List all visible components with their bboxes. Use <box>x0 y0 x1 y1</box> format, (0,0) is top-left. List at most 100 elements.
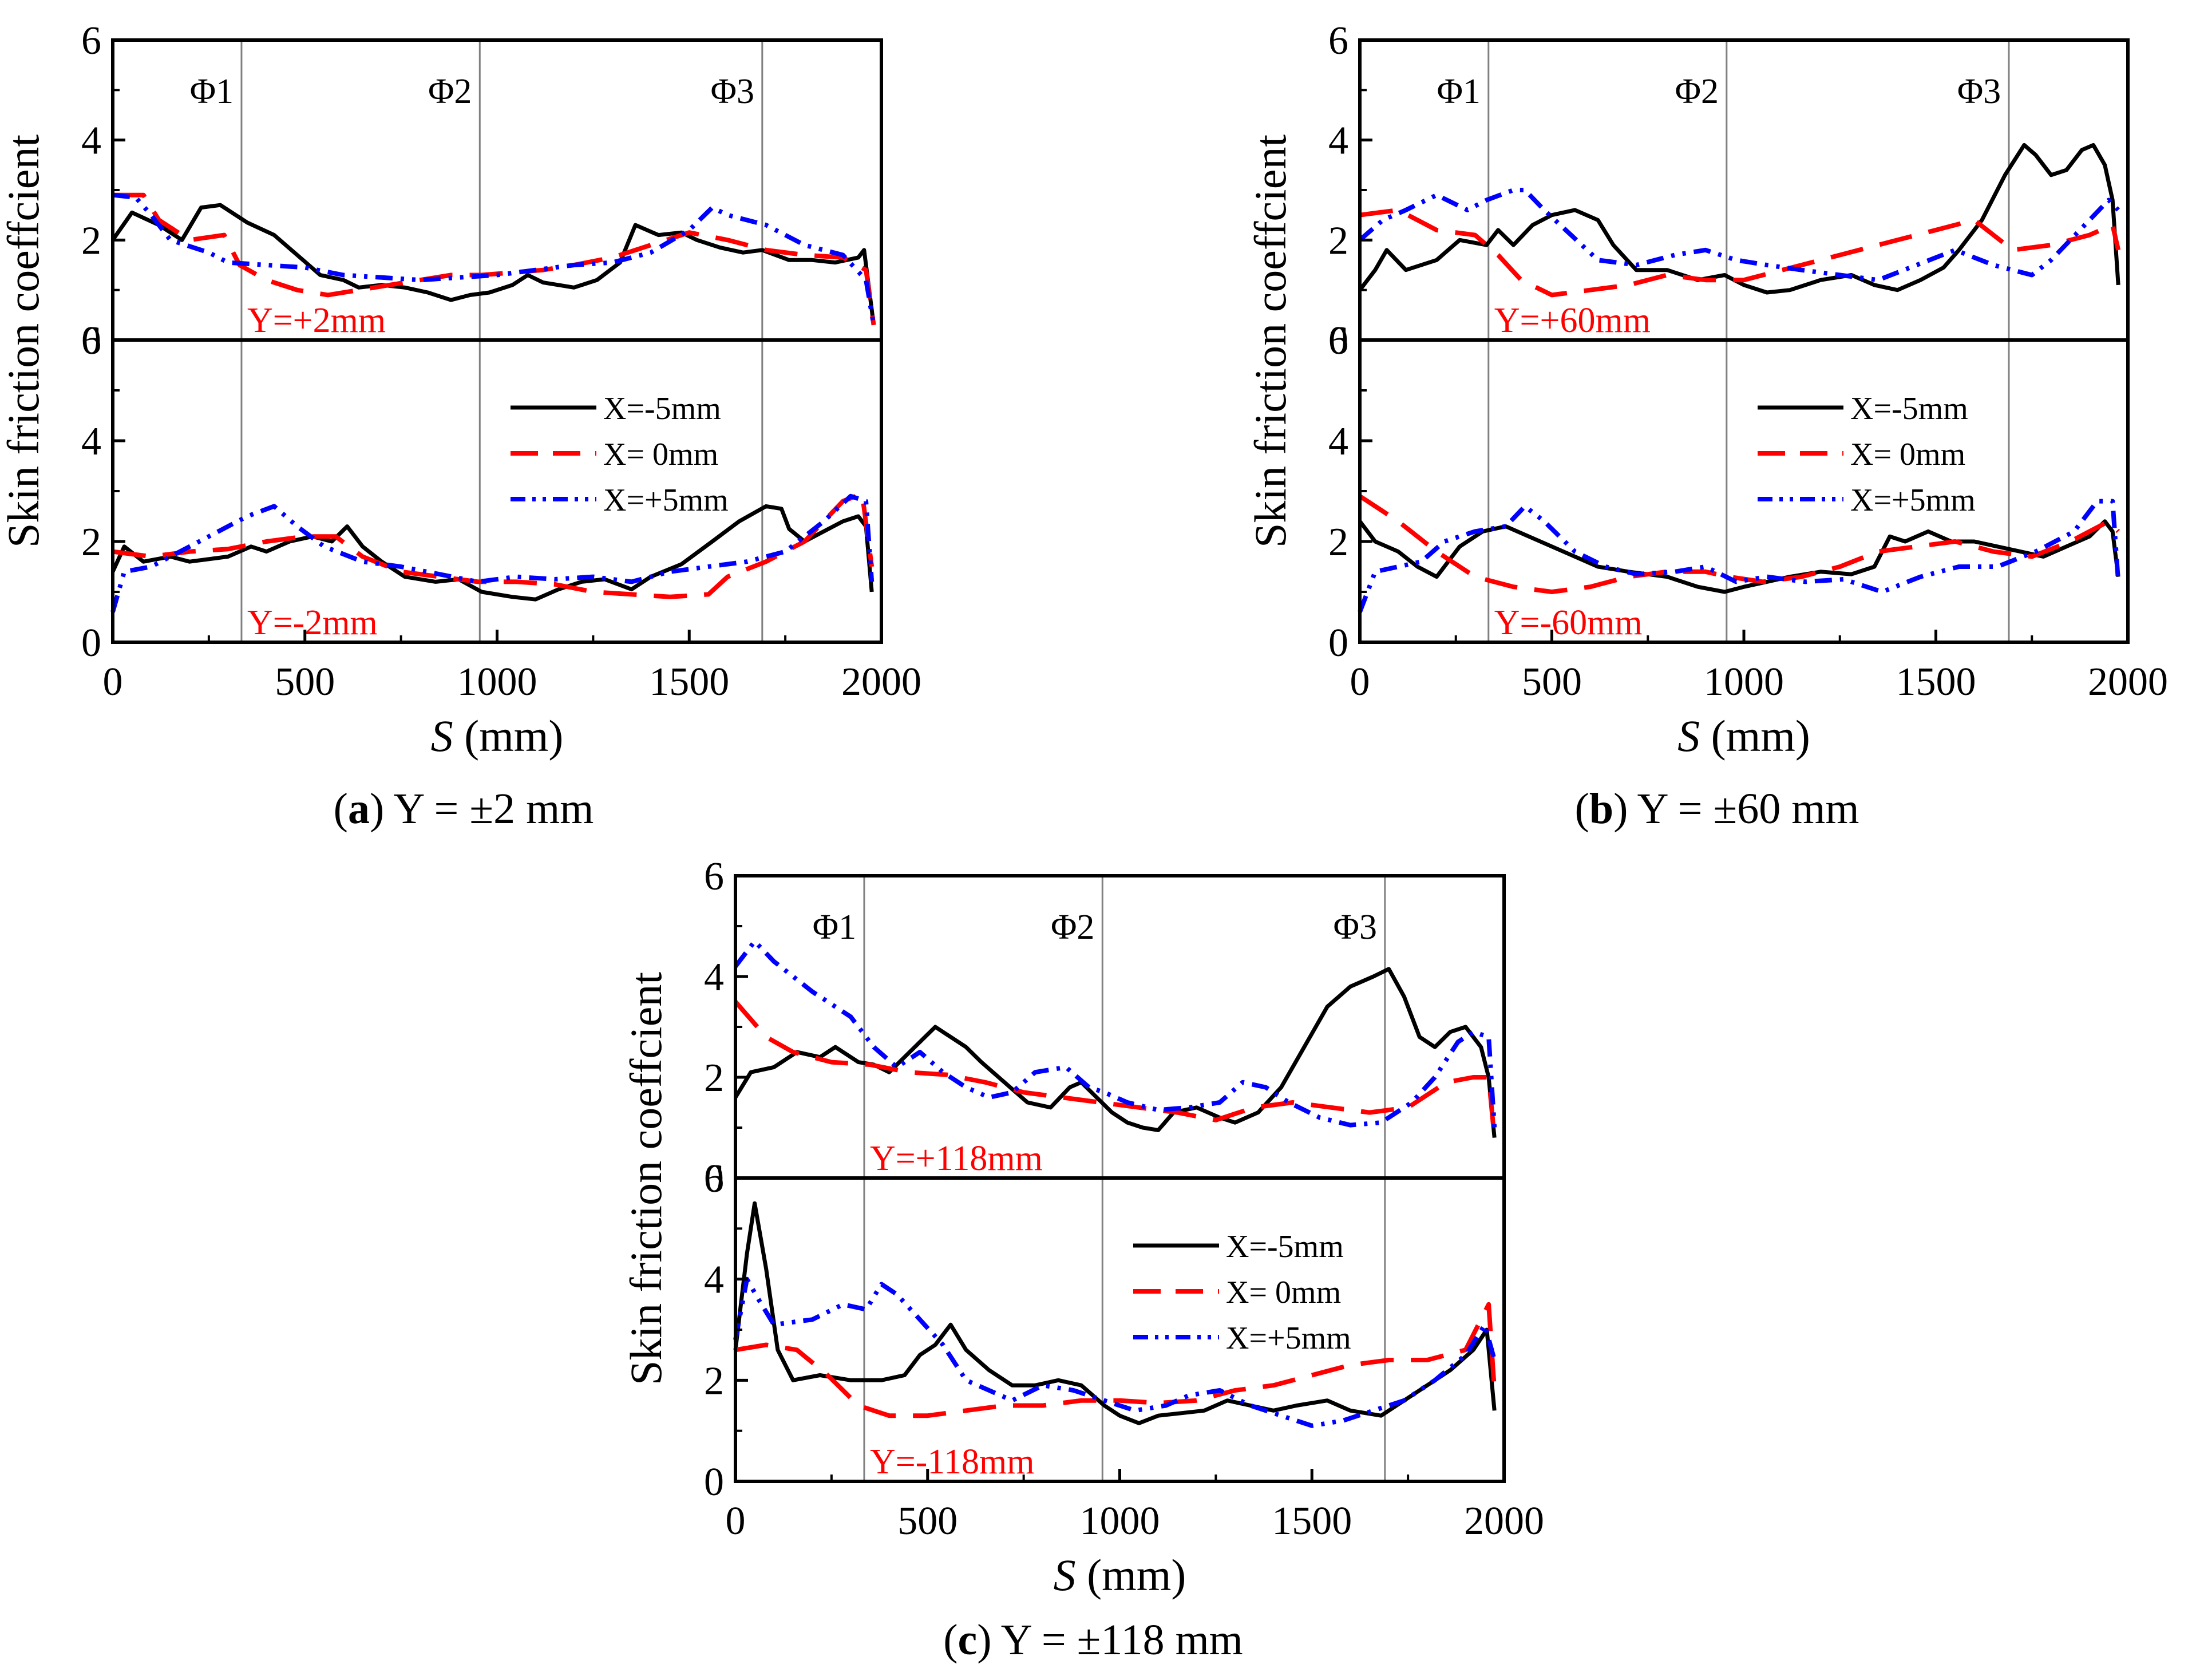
x-tick-label: 0 <box>1350 660 1370 704</box>
y-tick-label: 2 <box>1328 520 1348 564</box>
y-tick-label: 4 <box>704 1258 724 1302</box>
legend: X=-5mm X= 0mm X=+5mm <box>1758 391 1976 518</box>
y-tick-label: 2 <box>1328 219 1348 263</box>
y-tick-label: 0 <box>704 1460 724 1504</box>
legend-label-3: X=+5mm <box>603 483 729 518</box>
series-line-x0mm <box>112 491 875 599</box>
x-tick-label: 1500 <box>1896 660 1976 704</box>
legend-label-1: X=-5mm <box>1226 1229 1344 1264</box>
legend-label-2: X= 0mm <box>1850 437 1965 472</box>
caption-c: (c) Y = ±118 mm <box>943 1616 1243 1664</box>
y-tick-label: 6 <box>704 855 724 899</box>
phi-label-2: Φ2 <box>1051 908 1094 947</box>
x-tick-label: 500 <box>1522 660 1582 704</box>
series-line-x5mm <box>110 504 874 602</box>
series-line-x0mm <box>1359 207 2121 298</box>
y-tick-label: 4 <box>81 420 101 464</box>
chart-panel-2: 0 2 4 6 Y=+60mm Φ1 Φ2 Φ3 0 2 4 6 Y=-60mm X=-5mm X= 0mm… <box>1245 19 2168 761</box>
subplot-upper: 0 2 4 6 Y=+118mm Φ1 Φ2 Φ3 <box>704 855 1497 1201</box>
x-tick-label: 500 <box>275 660 335 704</box>
subplot-label: Y=-2mm <box>247 603 378 642</box>
y-tick-label: 0 <box>81 621 101 665</box>
series-line-x0mm <box>733 1000 1497 1138</box>
x-tick-label: 2000 <box>2088 660 2168 704</box>
series-line-x5mm <box>733 939 1497 1128</box>
y-tick-label: 4 <box>704 955 724 999</box>
y-tick-label: 6 <box>81 19 101 63</box>
legend-label-3: X=+5mm <box>1226 1321 1351 1356</box>
subplot-lower: 0 2 4 6 Y=-2mm X=-5mm X= 0mm X=+5mm <box>81 319 875 665</box>
x-tick-label: 1000 <box>457 660 537 704</box>
chart-panel-3: 0 2 4 6 Y=+118mm Φ1 Φ2 Φ3 0 2 4 6 Y=-118mm X=-5mm X= 0… <box>621 855 1544 1600</box>
y-tick-label: 2 <box>704 1056 724 1100</box>
series-line-x5mm <box>111 203 876 326</box>
y-tick-label: 4 <box>81 119 101 163</box>
phi-label-1: Φ1 <box>1437 72 1481 111</box>
y-tick-label: 0 <box>1328 319 1348 363</box>
y-tick-label: 2 <box>704 1359 724 1403</box>
x-axis-unit: (mm) <box>453 711 564 761</box>
legend: X=-5mm X= 0mm X=+5mm <box>1133 1229 1351 1356</box>
y-axis-label: Skin friction coeffcient <box>0 135 48 548</box>
x-axis-unit: (mm) <box>1076 1550 1186 1600</box>
y-tick-label: 4 <box>1328 119 1348 163</box>
series-line-x5mm <box>112 192 876 326</box>
subplot-upper: 0 2 4 6 Y=+2mm Φ1 Φ2 Φ3 <box>81 19 876 363</box>
y-tick-label: 2 <box>81 219 101 263</box>
subplot-label: Y=-60mm <box>1494 603 1643 642</box>
y-tick-label: 6 <box>704 1157 724 1201</box>
legend-label-2: X= 0mm <box>603 437 718 472</box>
legend-label-1: X=-5mm <box>603 391 721 426</box>
x-tick-label: 1000 <box>1704 660 1784 704</box>
caption-a: (a) Y = ±2 mm <box>334 785 594 833</box>
subplot-lower: 0 2 4 6 Y=-118mm X=-5mm X= 0mm X=+5mm <box>704 1157 1497 1504</box>
series-line-x5mm <box>110 493 875 613</box>
y-axis-label: Skin friction coeffcient <box>1245 135 1295 548</box>
y-tick-label: 6 <box>1328 19 1348 63</box>
x-axis-symbol: S <box>431 711 453 761</box>
series-line-x5mm <box>1358 188 2120 283</box>
phi-label-2: Φ2 <box>428 72 472 111</box>
x-tick-label: 1500 <box>1272 1499 1352 1543</box>
x-axis-label: S (mm) <box>1054 1550 1186 1600</box>
series-line-x5mm <box>733 1276 1497 1428</box>
x-tick-label: 0 <box>726 1499 746 1543</box>
series-line-x0mm <box>735 1302 1497 1418</box>
legend-label-1: X=-5mm <box>1850 391 1968 426</box>
y-tick-label: 0 <box>704 1157 724 1201</box>
phi-label-2: Φ2 <box>1675 72 1719 111</box>
caption-b: (b) Y = ±60 mm <box>1575 785 1859 833</box>
phi-label-3: Φ3 <box>711 72 754 111</box>
y-tick-label: 2 <box>81 520 101 564</box>
series-line-x5mm <box>1358 519 2120 594</box>
y-tick-label: 4 <box>1328 420 1348 464</box>
subplot-lower: 0 2 4 6 Y=-60mm X=-5mm X= 0mm X=+5mm <box>1328 319 2121 665</box>
x-tick-label: 1500 <box>649 660 729 704</box>
phi-label-1: Φ1 <box>190 72 234 111</box>
series-line-x5mm <box>733 1201 1497 1425</box>
y-tick-label: 6 <box>1328 319 1348 363</box>
x-tick-label: 1000 <box>1080 1499 1160 1543</box>
x-axis-unit: (mm) <box>1700 711 1810 761</box>
subplot-label: Y=+60mm <box>1494 301 1651 340</box>
x-axis-label: S (mm) <box>431 711 564 761</box>
legend-label-2: X= 0mm <box>1226 1275 1341 1310</box>
phi-label-3: Φ3 <box>1334 908 1377 947</box>
legend-label-3: X=+5mm <box>1850 483 1976 518</box>
phi-label-3: Φ3 <box>1957 72 2001 111</box>
subplot-label: Y=+2mm <box>247 301 386 340</box>
x-axis-symbol: S <box>1677 711 1700 761</box>
x-axis-symbol: S <box>1054 1550 1076 1600</box>
phi-label-1: Φ1 <box>813 908 856 947</box>
x-tick-label: 2000 <box>1464 1499 1544 1543</box>
legend: X=-5mm X= 0mm X=+5mm <box>511 391 729 518</box>
x-tick-label: 0 <box>103 660 123 704</box>
x-axis-label: S (mm) <box>1677 711 1810 761</box>
subplot-label: Y=-118mm <box>870 1442 1035 1481</box>
y-tick-label: 0 <box>81 319 101 363</box>
y-tick-label: 0 <box>1328 621 1348 665</box>
y-axis-label: Skin friction coeffcient <box>621 972 671 1385</box>
